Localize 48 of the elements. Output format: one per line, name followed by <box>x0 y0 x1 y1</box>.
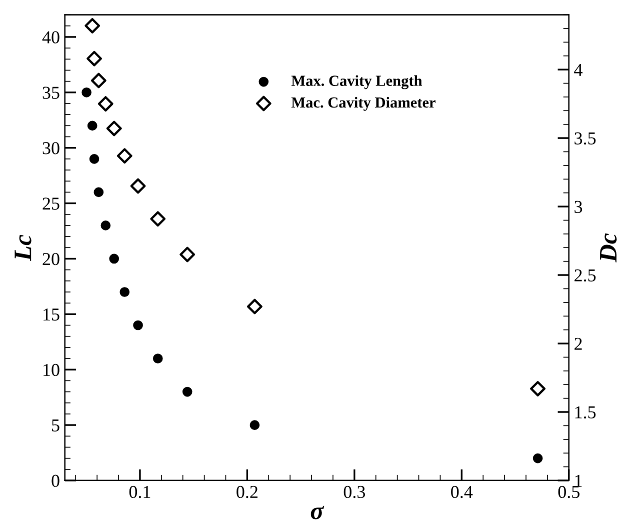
y-tick-label: 5 <box>52 419 60 432</box>
y2-tick-label: 1.5 <box>575 406 596 419</box>
point <box>532 453 543 464</box>
point <box>86 50 102 66</box>
x-tick-label: 0.2 <box>236 486 258 498</box>
y-tick-label: 40 <box>42 31 60 44</box>
y2-tick-label: 3.5 <box>574 132 596 145</box>
point <box>250 420 260 430</box>
point <box>106 120 122 136</box>
y-tick-label: 20 <box>42 252 60 266</box>
point <box>98 96 114 112</box>
y2-tick-label: 4 <box>574 64 582 76</box>
point <box>100 220 111 230</box>
y2-tick-label: 2 <box>574 338 582 350</box>
point <box>133 320 143 330</box>
y-tick-label: 35 <box>42 86 60 99</box>
point <box>152 354 163 364</box>
point <box>109 254 120 264</box>
point <box>116 148 132 164</box>
y2-tick-label: 3 <box>574 200 582 213</box>
x-tick-label: 0.4 <box>451 486 473 498</box>
point <box>87 120 98 131</box>
x-tick-label: 0.5 <box>558 486 580 498</box>
y-tick-label: 30 <box>42 142 60 154</box>
point <box>130 178 146 194</box>
x-tick-label: 0.3 <box>344 486 365 498</box>
point <box>120 287 130 297</box>
y-axis-title: Lc <box>14 234 32 261</box>
x-tick-label: 0.1 <box>129 486 150 498</box>
legend-label: Max. Cavity Length <box>291 75 422 90</box>
y-tick-label: 25 <box>42 198 60 210</box>
x-axis-title: σ <box>310 506 324 520</box>
y-tick-label: 10 <box>44 364 60 376</box>
point <box>182 386 192 397</box>
y-tick-label: 15 <box>44 308 60 321</box>
y-tick-label: 0 <box>52 474 60 487</box>
point <box>82 87 92 98</box>
legend-label: Mac. Cavity Diameter <box>291 96 436 111</box>
point <box>89 154 100 164</box>
point <box>90 72 106 88</box>
y2-tick-label: 2.5 <box>574 269 596 282</box>
point <box>94 187 104 198</box>
point <box>246 298 262 314</box>
point <box>150 211 166 227</box>
point <box>84 18 100 34</box>
y2-axis-title: Dc <box>600 233 617 262</box>
point <box>530 381 546 396</box>
point <box>180 246 196 262</box>
